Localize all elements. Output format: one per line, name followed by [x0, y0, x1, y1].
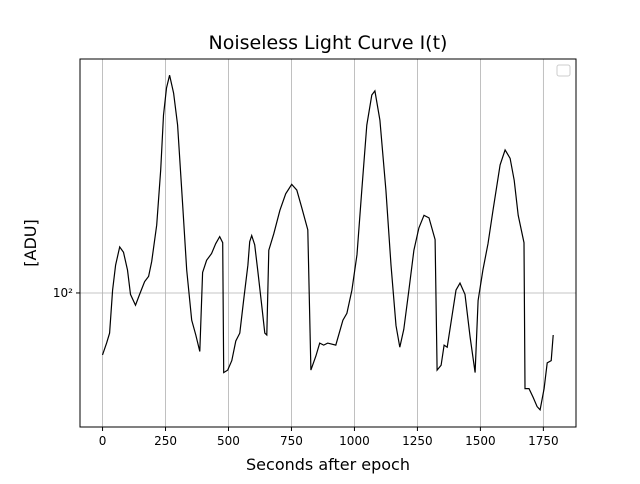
legend: [556, 64, 571, 77]
x-tick-label: 750: [280, 434, 303, 448]
x-tick-label: 1000: [339, 434, 370, 448]
plot-area: 0 250 500 750 1000 1250 1500 1750 10²: [53, 59, 576, 448]
x-tick-label: 0: [99, 434, 107, 448]
y-tick-label: 10²: [53, 286, 73, 300]
line-series: [101, 75, 554, 412]
axes-frame: [79, 58, 577, 428]
y-axis-label: [ADU]: [21, 219, 40, 266]
x-axis-label: Seconds after epoch: [246, 455, 410, 474]
x-tick-label: 500: [217, 434, 240, 448]
x-tick-label: 1500: [465, 434, 496, 448]
chart-title: Noiseless Light Curve I(t): [209, 32, 448, 54]
x-tick-label: 1750: [528, 434, 559, 448]
x-tick-label: 250: [154, 434, 177, 448]
x-tick-label: 1250: [402, 434, 433, 448]
